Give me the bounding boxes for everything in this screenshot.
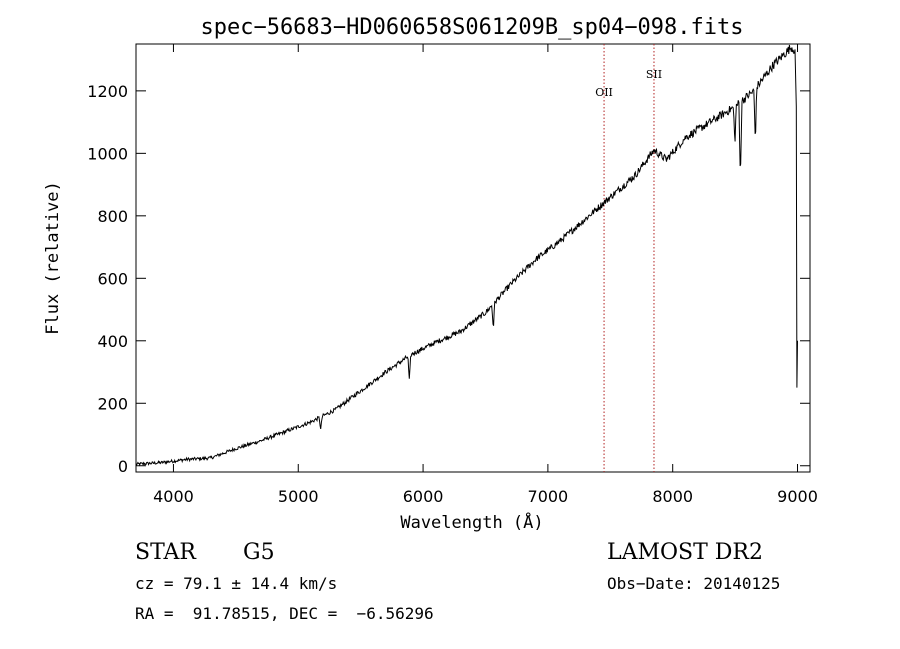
survey-label: LAMOST DR2 (607, 540, 763, 565)
plot-frame (135, 43, 811, 473)
redshift-text: cz = 79.1 ± 14.4 km/s (135, 574, 338, 593)
line-markers: OII SII (595, 44, 662, 472)
spectrum-line (135, 44, 798, 467)
chart-title: spec−56683−HD060658S061209B_sp04−098.fit… (200, 15, 743, 40)
line-marker-label: OII (595, 86, 613, 99)
x-tick-label: 8000 (652, 487, 693, 506)
y-tick-label: 1200 (87, 82, 128, 101)
spectrum-chart: spec−56683−HD060658S061209B_sp04−098.fit… (43, 15, 818, 533)
y-tick-label: 1000 (87, 144, 128, 163)
y-axis-label: Flux (relative) (43, 181, 63, 335)
x-axis-ticks: 4000 5000 6000 7000 8000 9000 (153, 44, 818, 506)
y-tick-label: 400 (97, 332, 128, 351)
subclass-label: G5 (243, 540, 275, 565)
x-tick-label: 9000 (777, 487, 818, 506)
x-tick-label: 5000 (278, 487, 319, 506)
class-label: STAR (135, 540, 196, 565)
y-tick-label: 600 (97, 269, 128, 288)
x-tick-label: 4000 (153, 487, 194, 506)
coordinates-text: RA = 91.78515, DEC = −6.56296 (135, 604, 434, 623)
y-tick-label: 200 (97, 394, 128, 413)
x-tick-label: 6000 (403, 487, 444, 506)
y-axis-ticks: 0 200 400 600 800 1000 1200 (87, 82, 810, 476)
x-tick-label: 7000 (528, 487, 569, 506)
y-tick-label: 0 (118, 457, 128, 476)
obs-date-text: Obs−Date: 20140125 (607, 574, 781, 593)
line-marker-label: SII (646, 68, 662, 81)
y-tick-label: 800 (97, 207, 128, 226)
x-axis-label: Wavelength (Å) (400, 511, 543, 533)
